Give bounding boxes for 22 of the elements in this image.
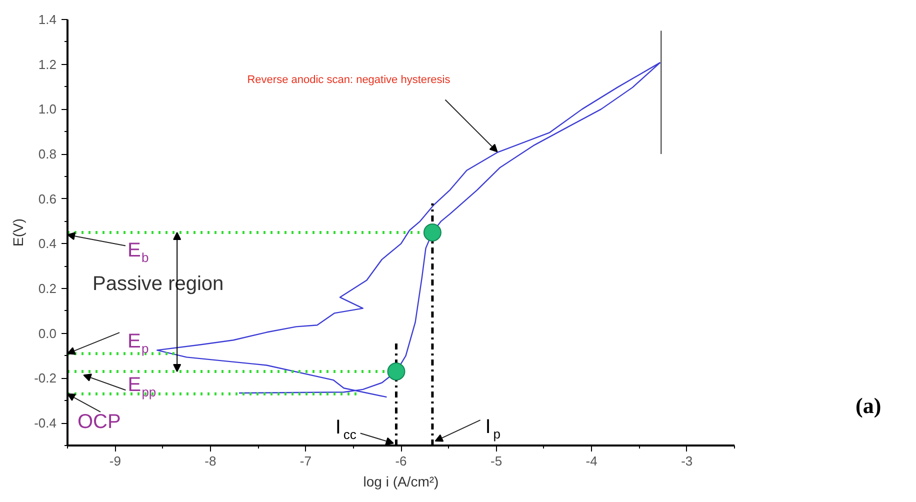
y-tick-label: -0.2 [34, 370, 57, 386]
y-tick-label: 0.4 [38, 236, 57, 252]
annotation: Reverse anodic scan: negative hysteresis [247, 74, 451, 86]
x-tick-label: -8 [204, 454, 216, 468]
y-tick-label: 1.0 [38, 102, 57, 117]
x-tick-label: -4 [586, 454, 598, 468]
y-tick-label: 1.2 [38, 56, 57, 72]
annotation: OCP [78, 410, 121, 433]
y-tick-label: 0.2 [38, 281, 57, 296]
x-tick-label: -5 [490, 454, 502, 468]
x-tick-label: -7 [300, 454, 312, 468]
y-axis-title: E(V) [10, 218, 26, 246]
x-tick-label: -3 [681, 454, 693, 468]
y-tick-label: 0.0 [38, 326, 57, 341]
x-tick-label: -6 [395, 454, 407, 468]
y-tick-label: 0.8 [38, 146, 57, 162]
x-tick-label: -9 [109, 454, 121, 468]
y-tick-label: 0.6 [38, 191, 57, 206]
y-tick-label: 1.4 [38, 12, 57, 27]
y-tick-label: -0.4 [34, 416, 57, 431]
x-axis-title: log i (A/cm²) [363, 474, 439, 490]
text: (a) [856, 393, 882, 418]
